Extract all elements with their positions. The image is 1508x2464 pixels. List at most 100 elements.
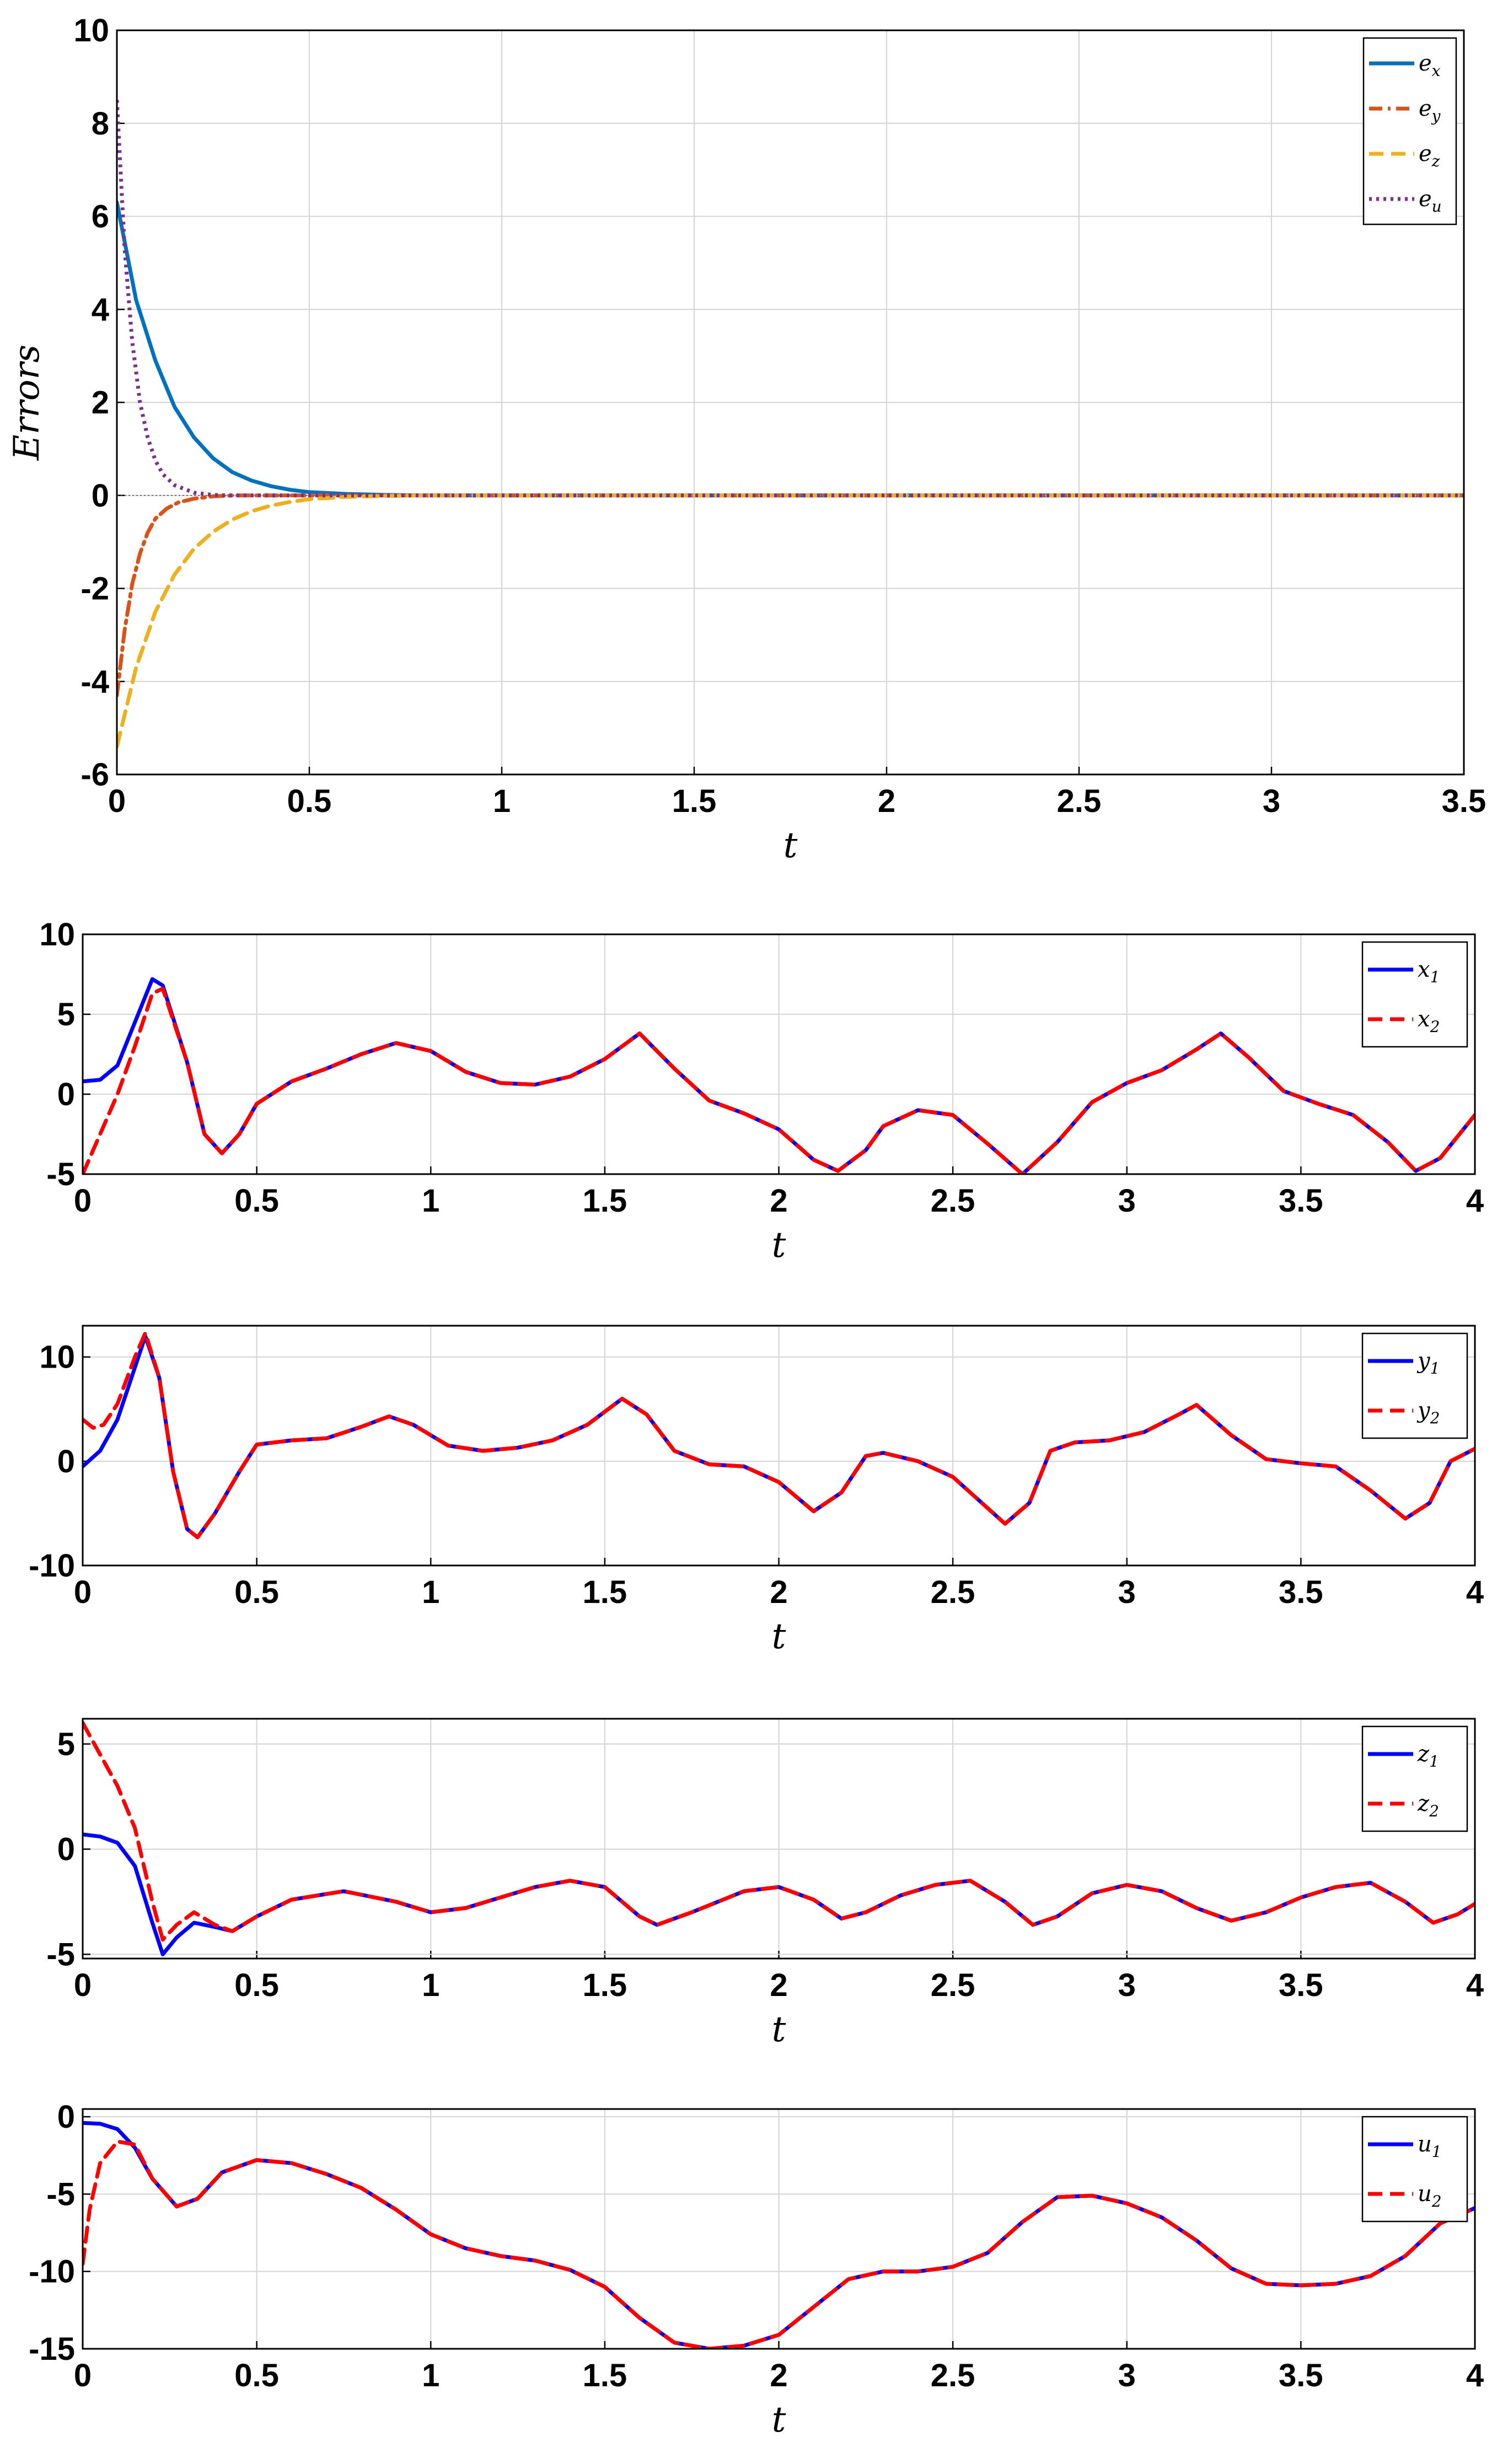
y-axis-label: Errors (7, 345, 47, 461)
x-tick-label: 3.5 (1442, 783, 1486, 819)
legend-label-base: z (1417, 1741, 1430, 1767)
legend-label-subscript: 1 (1432, 2143, 1442, 2161)
x-axis-label: t (772, 2009, 786, 2050)
legend: x1 x2 (1361, 941, 1468, 1048)
legend-label-base: x (1418, 1007, 1430, 1032)
x-tick-label: 3 (1118, 1183, 1136, 1219)
legend-label-base: u (1418, 2181, 1432, 2207)
x-tick-label: 2.5 (1057, 783, 1102, 819)
x-tick-label: 1.5 (583, 1574, 627, 1610)
axes-frame (82, 933, 1476, 1175)
legend-label-base: e (1419, 186, 1432, 212)
y-tick-label: -4 (81, 664, 109, 700)
legend-label-base: x (1418, 957, 1430, 982)
y-tick-label: -5 (46, 1936, 75, 1972)
x-tick-label: 2.5 (931, 1183, 975, 1219)
legend-label-subscript: z (1431, 152, 1440, 170)
x-tick-label: 4 (1466, 1574, 1484, 1610)
legend-label: z1 (1417, 1741, 1439, 1771)
legend-label-base: e (1419, 96, 1432, 121)
legend-label-base: z (1417, 1791, 1430, 1816)
x-tick-label: 0 (74, 2358, 92, 2393)
legend-label-subscript: 2 (1430, 1409, 1440, 1427)
y-tick-label: -6 (81, 757, 109, 793)
y-tick-label: 10 (73, 13, 109, 49)
y-tick-label: 0 (57, 1077, 75, 1112)
x-tick-label: 2 (878, 783, 895, 819)
legend-box (1362, 37, 1457, 225)
series-line-x2 (83, 987, 1475, 1174)
axes-frame (82, 1718, 1476, 1960)
x-tick-label: 0.5 (234, 1967, 279, 2003)
x-tick-label: 1 (422, 1574, 439, 1610)
y-tick-label: 6 (92, 199, 109, 235)
x-tick-label: 0 (108, 783, 126, 819)
x-tick-label: 1 (493, 783, 511, 819)
y-tick-label: 10 (39, 1339, 75, 1375)
x-tick-label: 1.5 (583, 1183, 627, 1219)
x-tick-label: 4 (1466, 1183, 1484, 1219)
y-tick-label: 5 (57, 997, 75, 1032)
y-tick-label: 0 (57, 1444, 75, 1480)
x-axis-label: t (772, 1225, 786, 1266)
series-line-z2 (83, 1721, 1475, 1942)
y-tick-label: -5 (46, 2176, 75, 2212)
x-tick-label: 3 (1118, 1967, 1136, 2003)
x-tick-label: 3 (1263, 783, 1280, 819)
x-tick-label: 2 (770, 2358, 787, 2393)
y-tick-label: -10 (29, 2254, 75, 2290)
legend-box (1361, 941, 1468, 1048)
series-group (83, 1331, 1475, 1540)
x-tick-label: 3.5 (1279, 2358, 1323, 2393)
legend-label: x1 (1418, 957, 1440, 986)
x-tick-label: 1 (422, 2358, 439, 2393)
y-tick-label: 2 (92, 385, 109, 421)
x-tick-label: 2.5 (931, 1967, 975, 2003)
y-tick-label: 5 (57, 1726, 75, 1762)
axes-frame (116, 29, 1465, 776)
x-tick-label: 2.5 (931, 2358, 975, 2393)
x-tick-label: 4 (1466, 1967, 1484, 2003)
legend-label-subscript: x (1432, 62, 1441, 80)
x-tick-label: 3.5 (1279, 1967, 1323, 2003)
x-tick-label: 3.5 (1279, 1574, 1323, 1610)
legend-label: ey (1419, 96, 1441, 125)
legend: u 1 u2 (1361, 2116, 1468, 2223)
legend-box (1361, 2116, 1468, 2223)
legend-label: u2 (1418, 2181, 1442, 2210)
series-group (117, 100, 1464, 749)
x-tick-label: 2 (770, 1967, 787, 2003)
series-line-y2 (83, 1331, 1475, 1540)
x-axis-label: t (772, 1616, 786, 1657)
x-tick-label: 0.5 (234, 1183, 279, 1219)
legend-label: ez (1419, 141, 1440, 170)
series-group (83, 977, 1475, 1174)
x-tick-label: 1 (422, 1967, 439, 2003)
legend-label-base: e (1419, 51, 1432, 76)
legend-label-subscript: 1 (1429, 1752, 1439, 1771)
series-line-u2 (83, 2139, 1475, 2349)
legend-label: x2 (1418, 1007, 1440, 1036)
series-group (83, 2121, 1475, 2349)
legend-label-subscript: 2 (1429, 1802, 1439, 1820)
x-tick-label: 3 (1118, 1574, 1136, 1610)
series-group (83, 1721, 1475, 1956)
y-tick-label: -10 (29, 1548, 75, 1584)
series-line-eu (117, 100, 1464, 498)
y-tick-label: -15 (29, 2331, 75, 2367)
x-tick-label: 0.5 (234, 2358, 279, 2393)
legend-label-base: y (1416, 1348, 1431, 1374)
x-tick-label: 1 (422, 1183, 439, 1219)
legend-label-subscript: 1 (1430, 1359, 1440, 1378)
legend-label-base: y (1416, 1398, 1431, 1423)
y-tick-label: 0 (92, 478, 109, 514)
legend-label-subscript: u (1432, 197, 1442, 216)
legend-box (1361, 1332, 1468, 1439)
